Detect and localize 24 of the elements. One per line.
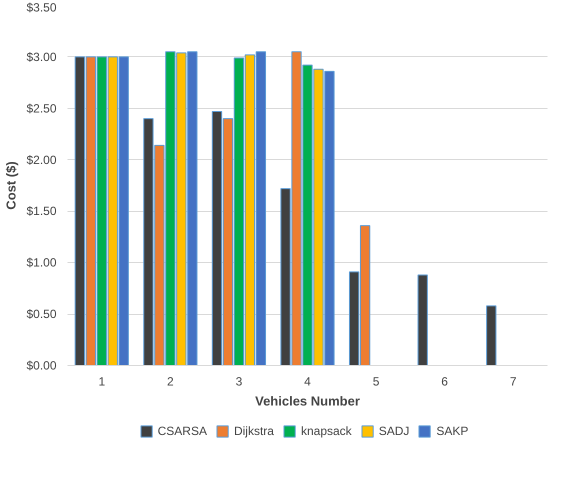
x-axis-title: Vehicles Number bbox=[255, 394, 360, 408]
y-tick-label: $3.00 bbox=[26, 50, 57, 64]
legend-label: knapsack bbox=[300, 424, 352, 438]
bar bbox=[418, 274, 428, 366]
legend-label: SAKP bbox=[436, 424, 468, 438]
y-tick-label: $1.00 bbox=[26, 256, 57, 270]
legend-label: Dijkstra bbox=[234, 424, 274, 438]
x-tick-label: 6 bbox=[441, 374, 448, 388]
y-tick-label: $2.50 bbox=[26, 101, 57, 116]
legend-label: CSARSA bbox=[158, 424, 207, 438]
y-axis-title: Cost ($) bbox=[3, 161, 18, 210]
bar bbox=[486, 305, 496, 366]
y-tick-label: $3.50 bbox=[26, 0, 57, 14]
legend-label: SADJ bbox=[378, 424, 410, 438]
x-tick-label: 5 bbox=[372, 374, 380, 388]
x-tick-label: 7 bbox=[510, 374, 517, 388]
x-tick-label: 4 bbox=[304, 374, 312, 388]
y-tick-label: $2.00 bbox=[26, 152, 57, 167]
y-tick-label: $1.50 bbox=[26, 204, 57, 218]
y-tick-label: $0.50 bbox=[26, 307, 57, 322]
x-tick-label: 1 bbox=[98, 374, 106, 388]
y-tick-label: $0.00 bbox=[26, 358, 57, 372]
x-tick-label: 2 bbox=[167, 374, 174, 388]
x-tick-label: 3 bbox=[236, 374, 243, 388]
